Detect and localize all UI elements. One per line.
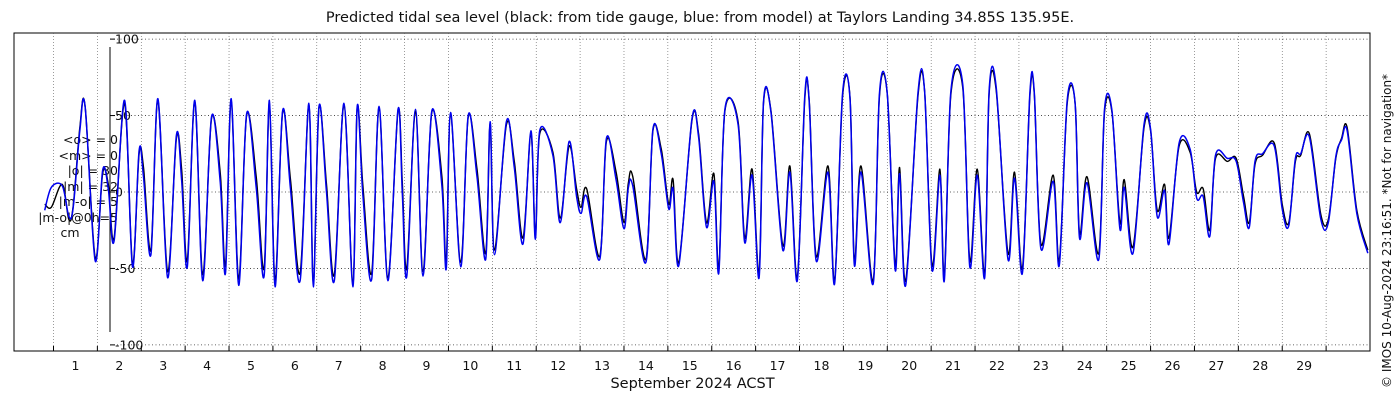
x-tick-label: 1 [71,358,79,373]
x-tick-label: 26 [1165,358,1181,373]
x-tick-label: 28 [1252,358,1268,373]
y-tick-label: 0 [115,185,123,200]
x-tick-label: 13 [594,358,610,373]
x-tick-label: 2 [115,358,123,373]
x-tick-label: 27 [1208,358,1224,373]
x-tick-label: 12 [550,358,566,373]
x-tick-label: 22 [989,358,1005,373]
x-tick-label: 8 [379,358,387,373]
x-grid [53,33,1327,351]
x-tick-label: 25 [1121,358,1137,373]
stat-unit: cm [60,225,80,240]
x-tick-label: 6 [291,358,299,373]
x-tick-label: 15 [682,358,698,373]
x-tick-label: 9 [423,358,431,373]
x-tick-label: 10 [462,358,478,373]
model-series-line [43,64,1369,288]
x-tick-label: 19 [857,358,873,373]
x-tick-label: 20 [901,358,917,373]
statistics-panel: <o> = 0 <m> = 0 |o| = 30 |m| = 32 |m-o| … [22,132,118,241]
x-tick-label: 21 [945,358,961,373]
x-tick-label: 14 [638,358,654,373]
y-tick-label: -50 [115,261,135,276]
chart-title: Predicted tidal sea level (black: from t… [325,10,1075,26]
stat-mean-obs: <o> = 0 [63,132,118,147]
series-group [43,64,1369,288]
x-tick-label: 11 [506,358,522,373]
y-tick-label: 100 [115,32,139,47]
y-tick-label: -100 [115,337,143,352]
x-tick-label: 24 [1077,358,1093,373]
y-grid [110,38,1370,346]
x-tick-label: 23 [1033,358,1049,373]
x-ticks: 1 2 3 4 5 6 7 8 9 10 11 12 13 14 15 16 17 18 19 20 21 22 23 24 2… [52,346,1327,373]
x-tick-label: 16 [726,358,742,373]
x-tick-label: 7 [335,358,343,373]
credit-text: © IMOS 10-Aug-2024 23:16:51. *Not for na… [1380,73,1394,388]
x-tick-label: 29 [1296,358,1312,373]
x-axis-label: September 2024 ACST [610,376,775,392]
x-tick-label: 17 [770,358,786,373]
plot-frame [13,32,1371,352]
x-tick-label: 3 [159,358,167,373]
x-tick-label: 5 [247,358,255,373]
x-tick-label: 4 [203,358,211,373]
stat-abs-diff-0h: |m-o|@0h=5 [38,209,118,225]
x-tick-label: 18 [814,358,830,373]
